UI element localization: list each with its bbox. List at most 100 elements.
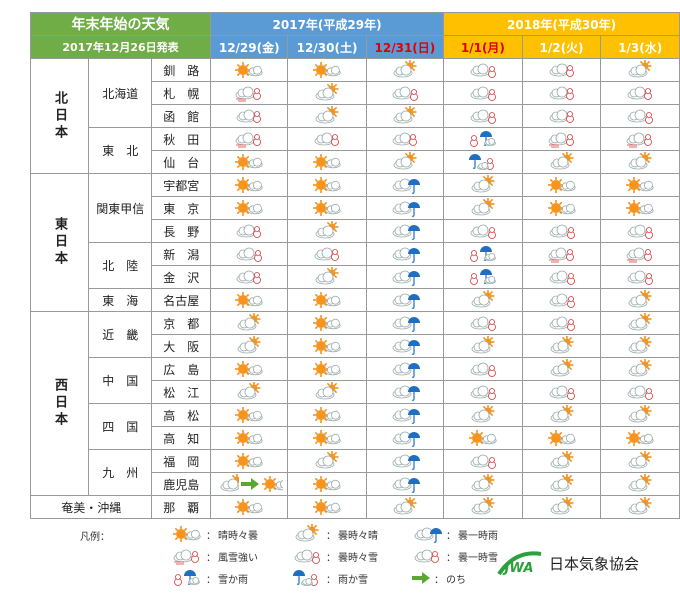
weather-icon	[628, 151, 652, 170]
weather-icon	[237, 335, 261, 354]
forecast-cell	[210, 288, 289, 312]
city: 宇都宮	[151, 173, 212, 197]
forecast-cell	[600, 173, 680, 197]
weather-icon	[293, 570, 318, 586]
city: 名古屋	[151, 288, 212, 312]
weather-icon	[236, 109, 262, 123]
date-header: 12/31(日)	[365, 35, 445, 59]
forecast-cell	[600, 334, 680, 358]
weather-icon	[236, 270, 262, 284]
weather-icon	[235, 430, 263, 446]
weather-icon	[313, 177, 341, 193]
forecast-cell	[521, 173, 602, 197]
forecast-cell	[287, 403, 367, 427]
weather-icon	[235, 453, 263, 469]
forecast-cell	[210, 357, 289, 381]
year-header: 2017年(平成29年)	[210, 12, 445, 36]
weather-icon	[392, 362, 420, 378]
org-name: 日本気象協会	[549, 554, 640, 573]
forecast-cell	[521, 265, 602, 289]
city: 東 京	[151, 196, 212, 220]
weather-icon	[235, 177, 263, 193]
weather-icon	[628, 358, 652, 377]
weather-icon	[470, 86, 496, 101]
forecast-table: 年末年始の天気 2017年(平成29年) 2018年(平成30年) 2017年12月2…	[29, 12, 680, 519]
forecast-cell	[365, 150, 445, 174]
forecast-cell	[521, 495, 602, 519]
date-header: 12/29(金)	[210, 35, 289, 59]
forecast-cell	[600, 380, 680, 404]
weather-icon	[313, 292, 341, 308]
area: 近 畿	[87, 311, 153, 358]
weather-icon	[174, 570, 200, 586]
area: 四 国	[87, 403, 153, 450]
forecast-cell	[443, 265, 523, 289]
weather-icon	[313, 499, 341, 515]
forecast-cell	[210, 403, 289, 427]
weather-icon	[469, 131, 496, 147]
city-row: 函 館	[31, 104, 680, 128]
city-row: 松 江	[31, 380, 680, 404]
city-row: 高 知	[31, 426, 680, 450]
area: 関東甲信	[87, 173, 153, 243]
legend-item: ：曇時々晴	[290, 524, 378, 544]
weather-icon	[392, 316, 420, 332]
forecast-cell	[443, 127, 523, 151]
weather-icon	[315, 220, 339, 239]
weather-icon	[313, 430, 341, 446]
weather-icon	[392, 385, 420, 401]
forecast-cell	[287, 219, 367, 243]
forecast-cell	[443, 357, 523, 381]
forecast-cell	[365, 403, 445, 427]
forecast-cell	[443, 81, 523, 105]
weather-icon	[626, 430, 654, 446]
city: 仙 台	[151, 150, 212, 174]
legend-label: 曇一時雪	[458, 552, 498, 564]
weather-icon	[392, 408, 420, 424]
weather-icon	[313, 407, 341, 423]
area: 中 国	[87, 357, 153, 404]
legend-label: 風雪強い	[218, 552, 258, 564]
forecast-cell	[365, 242, 445, 266]
city-row: 東 北秋 田	[31, 127, 680, 174]
weather-icon	[470, 63, 496, 78]
forecast-cell	[600, 357, 680, 381]
city: 函 館	[151, 104, 212, 128]
weather-icon	[471, 335, 495, 354]
forecast-cell	[210, 334, 289, 358]
weather-icon	[393, 496, 417, 515]
forecast-cell	[443, 58, 523, 82]
weather-icon	[314, 132, 339, 146]
weather-icon	[237, 312, 261, 331]
title: 年末年始の天気	[29, 12, 212, 36]
forecast-cell	[287, 173, 367, 197]
weather-icon	[627, 385, 654, 400]
weather-icon	[392, 132, 417, 146]
forecast-cell	[365, 380, 445, 404]
city-row: 北 陸新 潟	[31, 242, 680, 289]
weather-icon	[468, 154, 494, 170]
city: 札 幌	[151, 81, 212, 105]
forecast-cell	[287, 242, 367, 266]
forecast-cell	[600, 219, 680, 243]
weather-icon	[548, 247, 574, 263]
weather-icon	[313, 476, 341, 492]
weather-icon	[414, 549, 439, 563]
forecast-cell	[287, 334, 367, 358]
weather-icon	[471, 289, 495, 308]
forecast-cell	[210, 380, 289, 404]
region: 北日本	[30, 58, 89, 174]
city-row: 東 京	[31, 196, 680, 220]
forecast-cell	[521, 104, 602, 128]
forecast-cell	[521, 403, 602, 427]
legend-item: ：曇一時雨	[410, 524, 498, 544]
city: 那 覇	[151, 495, 212, 519]
legend-item: ：曇一時雪	[410, 546, 498, 566]
issued: 2017年12月26日発表	[29, 35, 212, 59]
legend-colon: ：	[434, 574, 444, 586]
forecast-cell	[443, 449, 523, 473]
city-row: 四 国高 松	[31, 403, 680, 450]
weather-icon	[294, 549, 320, 564]
weather-icon	[315, 105, 339, 124]
legend-item: ：晴時々曇	[170, 524, 258, 544]
